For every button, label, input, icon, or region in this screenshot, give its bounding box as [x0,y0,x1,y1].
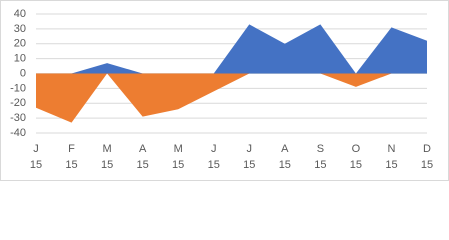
x-tick-label: M [103,143,112,155]
x-tick-sublabel: 15 [350,159,362,171]
x-tick-sublabel: 15 [421,159,433,171]
x-tick-sublabel: 15 [30,159,42,171]
x-tick-label: A [281,143,289,155]
x-tick-sublabel: 15 [279,159,291,171]
x-tick-label: J [247,143,253,155]
y-tick-label: 40 [14,8,26,20]
x-tick-sublabel: 15 [385,159,397,171]
x-tick-label: O [352,143,361,155]
x-tick-label: S [317,143,324,155]
y-tick-label: 20 [14,38,26,50]
chart: -40 -30 -20 -10 0 10 20 30 40 J 15 F 15 M 15 A 15 M 15 J 15 J… [0,0,449,181]
x-tick-label: F [68,143,75,155]
x-tick-sublabel: 15 [314,159,326,171]
x-tick-sublabel: 15 [65,159,77,171]
y-tick-label: -30 [10,112,26,124]
x-tick-label: D [423,143,431,155]
x-tick-label: J [211,143,217,155]
x-tick-sublabel: 15 [208,159,220,171]
x-tick-sublabel: 15 [172,159,184,171]
x-tick-sublabel: 15 [101,159,113,171]
y-tick-label: -40 [10,127,26,139]
area [36,73,427,123]
area [36,24,427,74]
y-tick-label: 0 [20,67,26,79]
y-tick-label: 30 [14,23,26,35]
x-tick-sublabel: 15 [137,159,149,171]
x-tick-label: A [139,143,147,155]
x-tick-label: M [174,143,183,155]
y-tick-label: -10 [10,82,26,94]
x-tick-label: N [387,143,395,155]
y-tick-label: 10 [14,53,26,65]
x-tick-label: J [33,143,39,155]
x-tick-sublabel: 15 [243,159,255,171]
y-tick-label: -20 [10,97,26,109]
